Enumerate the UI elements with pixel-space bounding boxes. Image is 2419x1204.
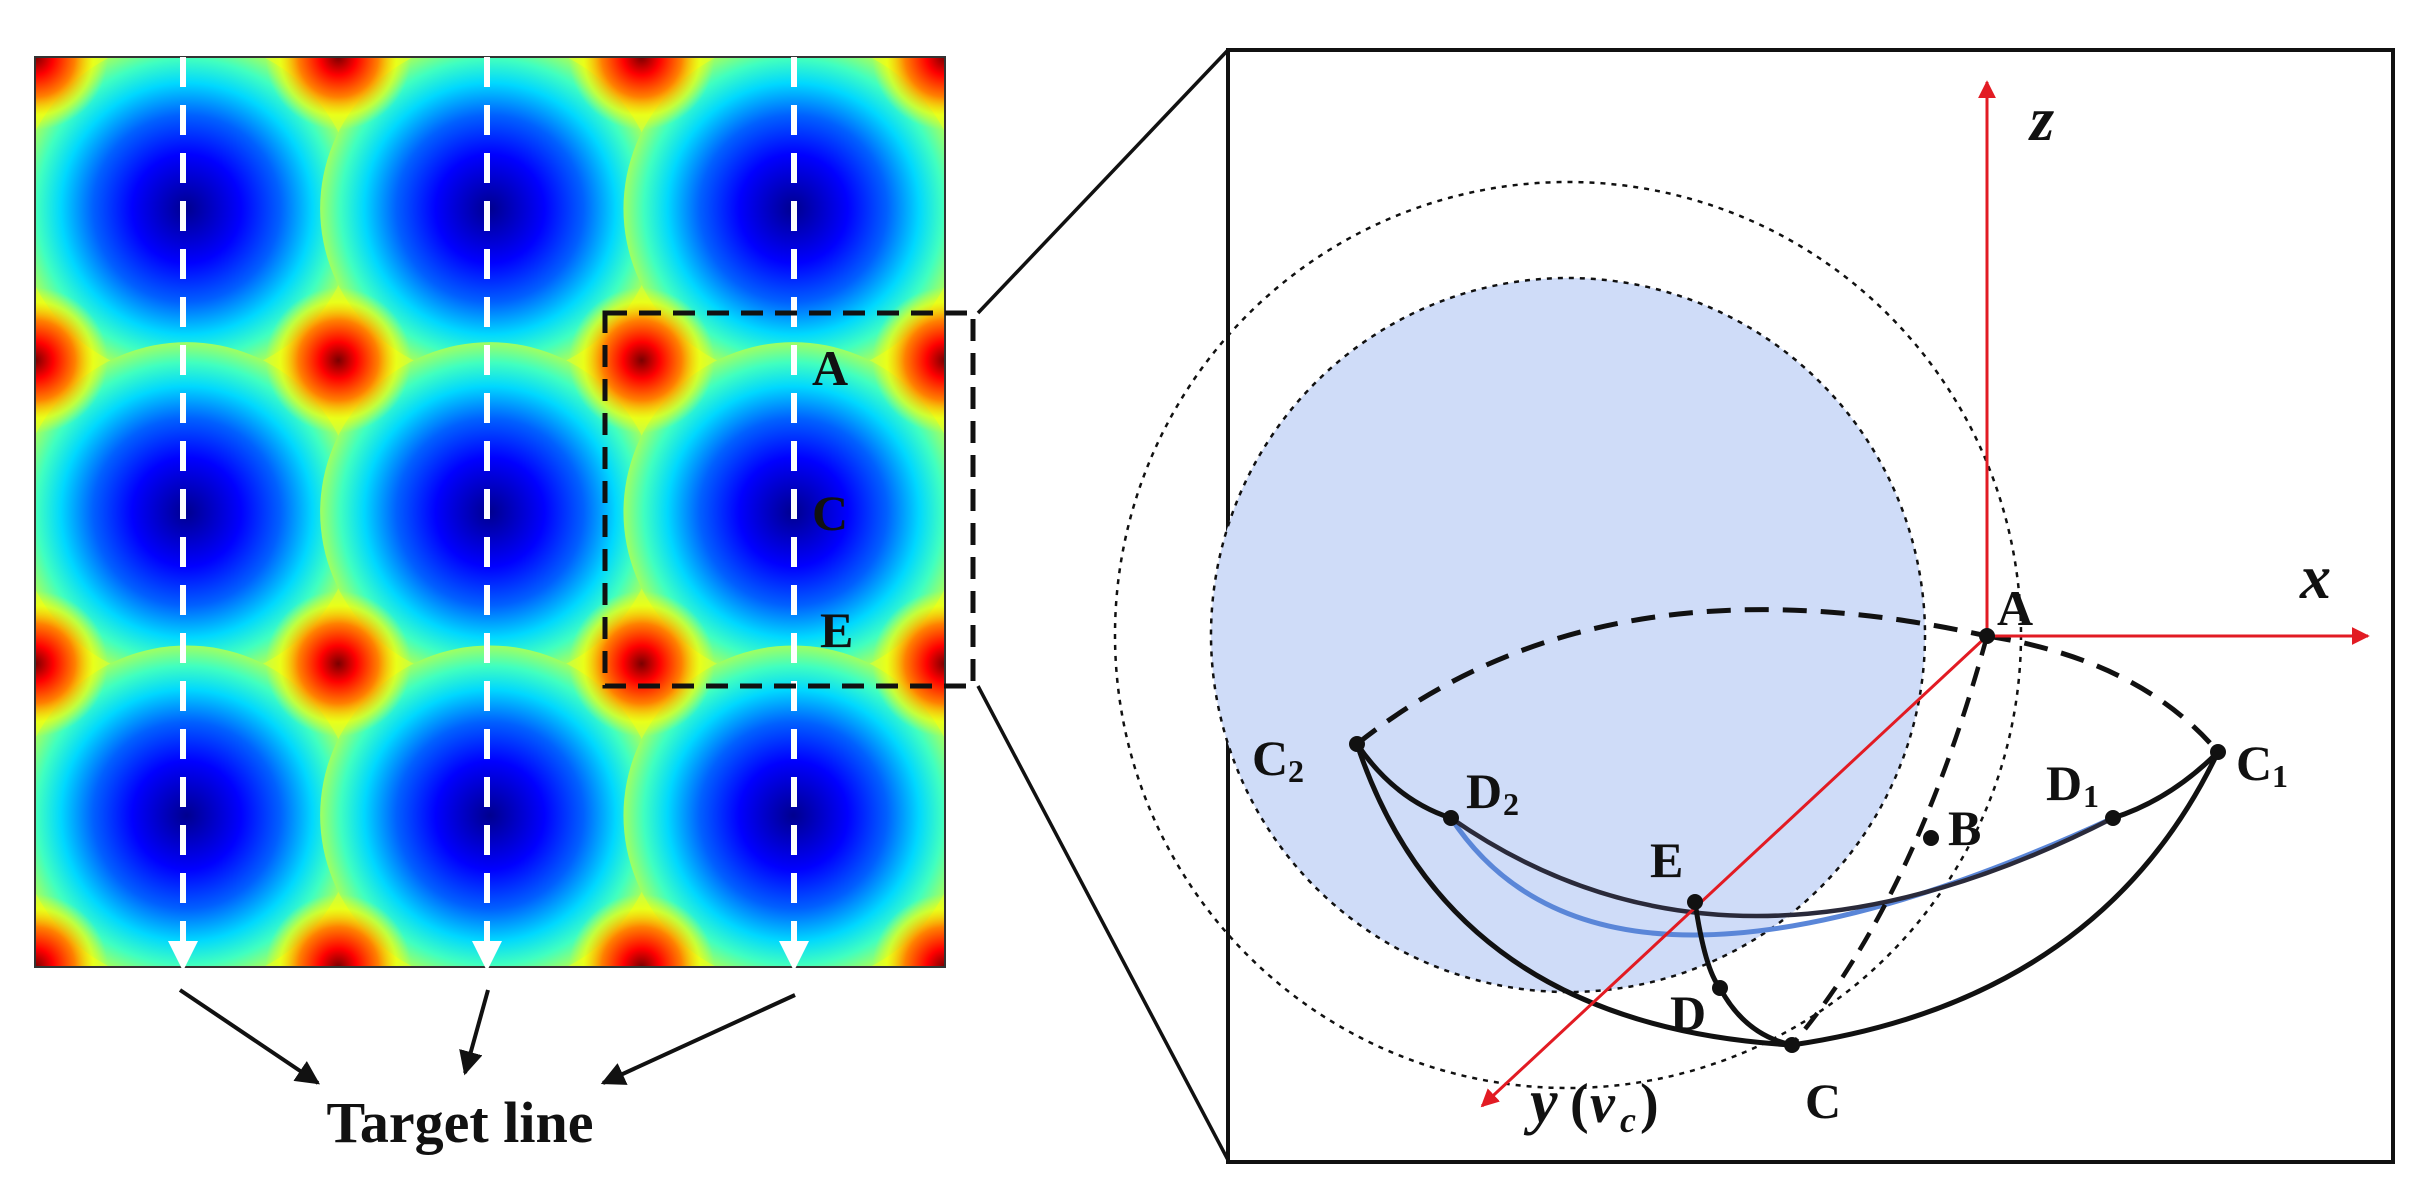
caption-arrow-3 — [600, 993, 796, 1085]
inner-dotted-circle — [1209, 276, 1927, 994]
heatmap-hotspot — [568, 57, 715, 130]
point-c — [1784, 1037, 1800, 1053]
label-a: A — [1997, 580, 2033, 636]
point-b — [1923, 830, 1939, 846]
y-axis-label-close: ) — [1640, 1073, 1659, 1135]
inset-label-c: C — [812, 485, 848, 541]
y-axis-label-sub: c — [1620, 1100, 1636, 1140]
d2-d1-arc — [1449, 815, 2115, 919]
c2-a-arc — [1355, 607, 1988, 746]
zoom-line-bottom — [976, 685, 1230, 1161]
heatmap-hotspot — [872, 894, 945, 967]
heatmap-hotspot — [35, 57, 108, 130]
zoom-connectors — [976, 48, 1230, 1161]
label-e: E — [1650, 832, 1683, 888]
c1-d1-segment — [2112, 750, 2220, 821]
caption-arrows — [178, 988, 796, 1085]
label-d2-sub: 2 — [1503, 786, 1519, 822]
point-c1 — [2210, 744, 2226, 760]
point-a — [1979, 628, 1995, 644]
y-axis-label: y ( v c ) — [1523, 1068, 1659, 1140]
label-c: C — [1805, 1073, 1841, 1129]
label-c2-main: C — [1252, 730, 1288, 786]
heatmap-well — [623, 645, 945, 967]
inset-label-e: E — [820, 602, 853, 658]
heatmap-hotspot — [872, 57, 945, 130]
heatmap-hotspot — [35, 287, 108, 434]
heatmap-hotspot — [35, 590, 108, 737]
label-c2: C 2 — [1252, 730, 1304, 789]
heatmap-well — [623, 342, 945, 682]
heatmap-hotspot — [568, 894, 715, 967]
heatmap-hotspot — [35, 894, 108, 967]
heatmap-wells — [35, 57, 945, 967]
c2-d2-segment — [1354, 742, 1452, 821]
label-d1-sub: 1 — [2083, 778, 2099, 814]
point-d1 — [2105, 810, 2121, 826]
target-line-caption: Target line — [327, 1090, 594, 1155]
inset-box — [602, 310, 976, 689]
label-d2-main: D — [1466, 763, 1502, 819]
zoom-line-top — [976, 48, 1230, 315]
inset-label-a: A — [812, 340, 848, 396]
y-axis-label-v: v — [1590, 1073, 1616, 1135]
target-lines — [168, 57, 809, 971]
label-d: D — [1670, 985, 1706, 1041]
heatmap-hotspot — [872, 590, 945, 737]
heatmap-hotspot — [568, 590, 715, 737]
heatmap-hotspot — [872, 287, 945, 434]
heatmap-hotspot — [265, 590, 412, 737]
a-c1-arc — [1986, 633, 2220, 754]
caption-arrow-1 — [178, 988, 320, 1085]
heatmap-hotspot — [265, 894, 412, 967]
y-axis-label-open: ( — [1570, 1073, 1589, 1135]
label-c1-main: C — [2236, 735, 2272, 791]
heatmap-hotspots — [35, 57, 945, 967]
points — [1349, 628, 2226, 1053]
label-c1: C 1 — [2236, 735, 2288, 794]
label-d1: D 1 — [2046, 755, 2099, 814]
x-axis-label: x — [2299, 544, 2331, 612]
caption-arrow-2 — [459, 989, 490, 1076]
label-b: B — [1948, 800, 1981, 856]
heatmap-hotspot — [265, 57, 412, 130]
label-c2-sub: 2 — [1288, 753, 1304, 789]
z-axis-label: z — [2028, 86, 2054, 154]
heatmap-well — [35, 342, 357, 682]
point-e — [1687, 894, 1703, 910]
y-axis — [1480, 634, 1989, 1108]
heatmap-well — [35, 57, 357, 379]
point-d2 — [1443, 810, 1459, 826]
heatmap-well — [35, 645, 357, 967]
label-c1-sub: 1 — [2272, 758, 2288, 794]
heatmap-hotspot — [265, 287, 412, 434]
sphere-panel: z x y ( v c ) A B C D E C 2 D 2 D 1 C 1 — [1113, 48, 2395, 1164]
point-c2 — [1349, 736, 1365, 752]
point-d — [1712, 980, 1728, 996]
a-b-c-arc — [1790, 635, 1990, 1047]
label-d1-main: D — [2046, 755, 2082, 811]
heatmap-panel: A C E Target line — [34, 56, 976, 1155]
heatmap-well — [623, 57, 945, 379]
heatmap — [35, 57, 945, 967]
label-d2: D 2 — [1466, 763, 1519, 822]
heatmap-hotspot — [568, 287, 715, 434]
